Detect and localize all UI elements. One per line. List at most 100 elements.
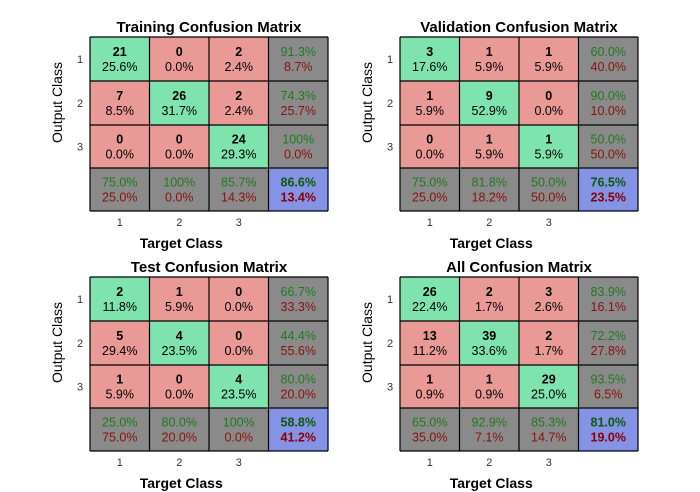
- cell-count-label: 86.6%: [281, 176, 316, 190]
- cell-count-label: 65.0%: [412, 416, 447, 430]
- cell-count-label: 26: [423, 285, 437, 299]
- cell-percent-label: 31.7%: [162, 104, 197, 118]
- cell-count-label: 2: [545, 329, 552, 343]
- cell-count-label: 76.5%: [591, 176, 626, 190]
- matrix-cell: 100%0.0%: [268, 125, 328, 168]
- cell-background: [90, 37, 150, 81]
- cell-background: [209, 365, 269, 408]
- cell-percent-label: 23.5%: [162, 344, 197, 358]
- matrix-cell: 15.9%: [400, 81, 460, 125]
- cell-count-label: 4: [235, 373, 242, 387]
- matrix-cell: 00.0%: [519, 81, 579, 125]
- cell-background: [578, 168, 638, 211]
- cell-background: [519, 37, 579, 81]
- matrix-cell: 22.4%: [209, 37, 269, 81]
- cell-percent-label: 18.2%: [472, 191, 507, 205]
- matrix-cell: 78.5%: [90, 81, 150, 125]
- y-axis-label: Output Class: [49, 302, 65, 383]
- cell-count-label: 26: [172, 89, 186, 103]
- cell-percent-label: 11.8%: [102, 300, 137, 314]
- cell-background: [209, 81, 269, 125]
- matrix-cell: 72.2%27.8%: [578, 321, 638, 365]
- cell-percent-label: 23.5%: [221, 388, 256, 402]
- chart-title: Validation Confusion Matrix: [420, 19, 618, 36]
- matrix-cell: 10.9%: [459, 365, 519, 408]
- x-tick-label: 2: [486, 457, 492, 469]
- cell-percent-label: 52.9%: [472, 104, 507, 118]
- x-tick-label: 3: [546, 217, 552, 229]
- cell-percent-label: 20.0%: [162, 431, 197, 445]
- cell-percent-label: 0.0%: [416, 148, 445, 162]
- cell-percent-label: 25.0%: [531, 388, 566, 402]
- matrix-cell: 50.0%50.0%: [578, 125, 638, 168]
- cell-background: [268, 365, 328, 408]
- x-tick-label: 1: [427, 457, 433, 469]
- matrix-cell: 00.0%: [149, 125, 209, 168]
- y-tick-label: 2: [77, 98, 83, 110]
- cell-count-label: 74.3%: [281, 89, 316, 103]
- cell-percent-label: 25.6%: [102, 60, 137, 74]
- chart-title: Test Confusion Matrix: [131, 259, 288, 276]
- cell-count-label: 83.9%: [591, 285, 626, 299]
- cell-percent-label: 75.0%: [102, 431, 137, 445]
- cell-background: [268, 125, 328, 168]
- cell-percent-label: 8.7%: [284, 60, 313, 74]
- matrix-cell: 952.9%: [459, 81, 519, 125]
- cell-background: [519, 277, 579, 321]
- matrix-cell: 15.9%: [459, 37, 519, 81]
- cell-count-label: 0: [545, 89, 552, 103]
- cell-background: [578, 277, 638, 321]
- cell-percent-label: 0.0%: [284, 148, 313, 162]
- cell-percent-label: 41.2%: [281, 431, 316, 445]
- cell-background: [209, 277, 269, 321]
- matrix-cell: 00.0%: [209, 277, 269, 321]
- cell-background: [578, 408, 638, 451]
- cell-percent-label: 7.1%: [475, 431, 504, 445]
- matrix-cell: 00.0%: [149, 365, 209, 408]
- matrix-cell: 80.0%20.0%: [268, 365, 328, 408]
- cell-background: [459, 81, 519, 125]
- cell-percent-label: 0.0%: [106, 148, 135, 162]
- cell-count-label: 50.0%: [591, 133, 626, 147]
- cell-percent-label: 33.3%: [281, 300, 316, 314]
- matrix-cell: 21.7%: [459, 277, 519, 321]
- matrix-cell: 80.0%20.0%: [149, 408, 209, 451]
- matrix-cell: 15.9%: [519, 37, 579, 81]
- cell-background: [90, 125, 150, 168]
- matrix-cell: 21.7%: [519, 321, 579, 365]
- matrix-cell: 15.9%: [519, 125, 579, 168]
- cell-background: [519, 365, 579, 408]
- cell-count-label: 1: [545, 45, 552, 59]
- cell-count-label: 0: [116, 133, 123, 147]
- cell-percent-label: 25.0%: [412, 191, 447, 205]
- y-tick-label: 1: [77, 294, 83, 306]
- y-tick-label: 3: [387, 142, 393, 154]
- cell-percent-label: 50.0%: [531, 191, 566, 205]
- x-tick-label: 1: [427, 217, 433, 229]
- matrix-cell: 76.5%23.5%: [578, 168, 638, 211]
- cell-percent-label: 11.2%: [412, 344, 447, 358]
- cell-count-label: 5: [116, 329, 123, 343]
- cell-count-label: 81.8%: [472, 176, 507, 190]
- cell-count-label: 75.0%: [102, 176, 137, 190]
- cell-background: [578, 125, 638, 168]
- cell-count-label: 0: [176, 373, 183, 387]
- cell-background: [149, 37, 209, 81]
- cell-percent-label: 16.1%: [591, 300, 626, 314]
- cell-percent-label: 0.9%: [416, 388, 445, 402]
- cell-background: [268, 277, 328, 321]
- x-tick-label: 2: [176, 457, 182, 469]
- cell-percent-label: 0.0%: [165, 388, 194, 402]
- cell-background: [578, 81, 638, 125]
- cell-background: [268, 168, 328, 211]
- cell-count-label: 2: [235, 89, 242, 103]
- cell-count-label: 100%: [163, 176, 195, 190]
- y-tick-label: 1: [77, 54, 83, 66]
- matrix-cell: 75.0%25.0%: [90, 168, 150, 211]
- cell-count-label: 29: [542, 373, 556, 387]
- cell-count-label: 100%: [282, 133, 314, 147]
- cell-count-label: 0: [426, 133, 433, 147]
